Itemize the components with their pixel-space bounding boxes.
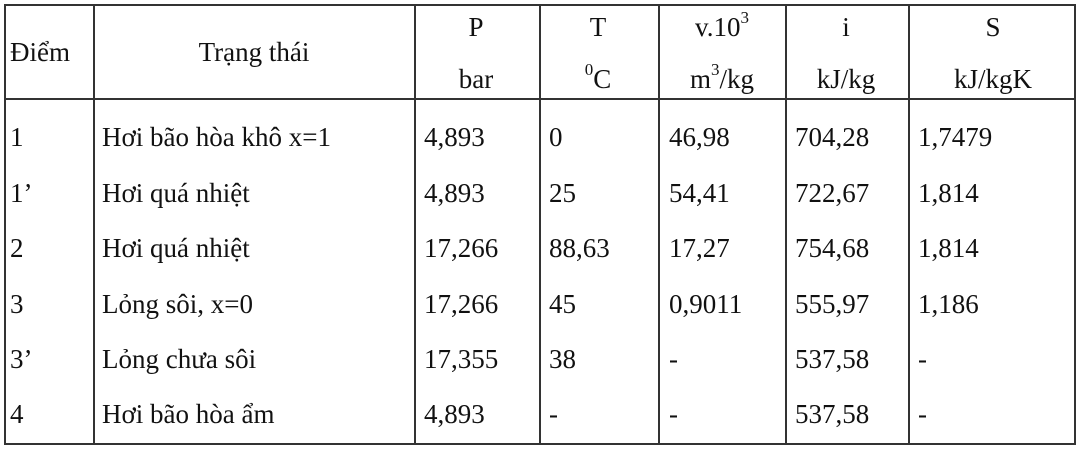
cell-i: 537,58 bbox=[795, 344, 870, 374]
cell-i: 704,28 bbox=[795, 122, 870, 152]
cell-t: 88,63 bbox=[549, 233, 610, 263]
cell-state: Lỏng chưa sôi bbox=[102, 344, 257, 374]
cell-state: Hơi bão hòa ẩm bbox=[102, 399, 275, 429]
header-v-unit: m3/kg bbox=[689, 61, 755, 94]
col-divider bbox=[414, 6, 416, 443]
cell-s: - bbox=[918, 344, 927, 374]
header-state: Trạng thái bbox=[198, 37, 310, 67]
col-divider bbox=[539, 6, 541, 443]
cell-t: 45 bbox=[549, 289, 576, 319]
cell-v: 0,9011 bbox=[669, 289, 743, 319]
cell-v: 54,41 bbox=[669, 178, 730, 208]
cell-point: 3’ bbox=[10, 344, 33, 374]
header-t-unit: 0C bbox=[585, 61, 612, 94]
header-i-symbol: i bbox=[842, 12, 850, 42]
v-unit-a: m bbox=[689, 64, 711, 94]
cell-point: 4 bbox=[10, 399, 24, 429]
cell-point: 1 bbox=[10, 122, 24, 152]
cell-t: 38 bbox=[549, 344, 576, 374]
cell-p: 4,893 bbox=[424, 178, 485, 208]
header-v-symbol: v.103 bbox=[695, 9, 749, 42]
t-unit-sup: 0 bbox=[584, 60, 594, 79]
cell-s: - bbox=[918, 399, 927, 429]
thermo-state-table: Điểm Trạng thái P bar T 0C v.103 m3/kg i… bbox=[4, 4, 1076, 445]
col-divider bbox=[93, 6, 95, 443]
cell-state: Lỏng sôi, x=0 bbox=[102, 289, 253, 319]
header-s-symbol: S bbox=[985, 12, 1001, 42]
t-unit-text: C bbox=[593, 64, 612, 94]
cell-s: 1,814 bbox=[918, 178, 979, 208]
header-t-symbol: T bbox=[589, 12, 607, 42]
cell-point: 3 bbox=[10, 289, 24, 319]
header-i-unit: kJ/kg bbox=[816, 64, 876, 94]
col-divider bbox=[658, 6, 660, 443]
col-divider bbox=[908, 6, 910, 443]
v-symbol-sup: 3 bbox=[740, 8, 750, 27]
cell-i: 537,58 bbox=[795, 399, 870, 429]
cell-p: 17,266 bbox=[424, 289, 499, 319]
cell-p: 17,266 bbox=[424, 233, 499, 263]
cell-v: 46,98 bbox=[669, 122, 730, 152]
cell-v: 17,27 bbox=[669, 233, 730, 263]
cell-s: 1,814 bbox=[918, 233, 979, 263]
cell-s: 1,186 bbox=[918, 289, 979, 319]
header-s-unit: kJ/kgK bbox=[953, 64, 1033, 94]
v-unit-sup: 3 bbox=[711, 60, 720, 79]
cell-state: Hơi quá nhiệt bbox=[102, 233, 250, 263]
cell-v: - bbox=[669, 399, 678, 429]
cell-v: - bbox=[669, 344, 678, 374]
v-symbol-text: v.10 bbox=[695, 12, 741, 42]
cell-s: 1,7479 bbox=[918, 122, 993, 152]
cell-t: 25 bbox=[549, 178, 576, 208]
cell-i: 555,97 bbox=[795, 289, 870, 319]
header-p-unit: bar bbox=[458, 64, 494, 94]
cell-p: 4,893 bbox=[424, 122, 485, 152]
cell-point: 2 bbox=[10, 233, 24, 263]
cell-t: - bbox=[549, 399, 558, 429]
header-point: Điểm bbox=[10, 37, 70, 67]
cell-state: Hơi bão hòa khô x=1 bbox=[102, 122, 331, 152]
header-p-symbol: P bbox=[468, 12, 484, 42]
v-unit-b: /kg bbox=[719, 64, 755, 94]
cell-point: 1’ bbox=[10, 178, 33, 208]
cell-p: 4,893 bbox=[424, 399, 485, 429]
cell-i: 722,67 bbox=[795, 178, 870, 208]
cell-state: Hơi quá nhiệt bbox=[102, 178, 250, 208]
cell-p: 17,355 bbox=[424, 344, 499, 374]
col-divider bbox=[785, 6, 787, 443]
cell-i: 754,68 bbox=[795, 233, 870, 263]
cell-t: 0 bbox=[549, 122, 563, 152]
